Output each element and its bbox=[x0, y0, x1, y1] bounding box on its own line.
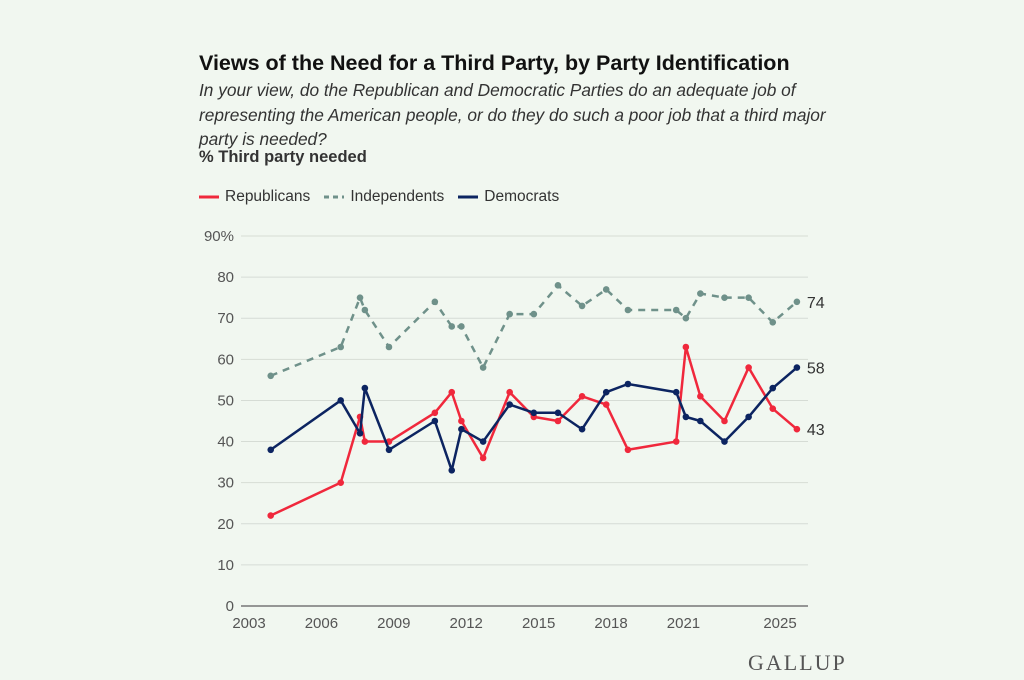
data-point-independents bbox=[602, 286, 610, 293]
legend-item-independents: Independents bbox=[324, 188, 444, 206]
end-label-republicans: 43 bbox=[807, 422, 825, 439]
legend-label: Republicans bbox=[225, 188, 311, 205]
data-point-democrats bbox=[431, 417, 439, 425]
data-point-democrats bbox=[624, 380, 632, 388]
data-point-democrats bbox=[267, 446, 275, 454]
data-point-republicans bbox=[506, 388, 513, 396]
data-point-democrats bbox=[479, 438, 487, 445]
y-tick-label: 70 bbox=[217, 310, 234, 327]
data-point-independents bbox=[458, 323, 465, 330]
legend-item-republicans: Republicans bbox=[199, 188, 310, 206]
data-point-independents bbox=[682, 314, 690, 322]
data-point-democrats bbox=[793, 364, 801, 371]
end-label-democrats: 58 bbox=[807, 361, 825, 378]
y-tick-label: 90% bbox=[204, 228, 234, 245]
x-tick-label: 2006 bbox=[305, 615, 338, 632]
data-point-republicans bbox=[769, 405, 777, 412]
data-point-republicans bbox=[721, 417, 728, 425]
data-point-republicans bbox=[554, 417, 562, 425]
data-point-independents bbox=[356, 294, 364, 301]
y-axis-label: % Third party needed bbox=[199, 148, 367, 166]
data-point-democrats bbox=[554, 409, 562, 417]
data-point-independents bbox=[385, 343, 393, 351]
legend: Republicans Independents Democrats bbox=[199, 188, 559, 206]
x-tick-label: 2025 bbox=[763, 615, 796, 632]
data-point-democrats bbox=[356, 430, 364, 437]
x-tick-label: 2021 bbox=[667, 615, 700, 632]
data-point-independents bbox=[793, 298, 801, 306]
data-point-republicans bbox=[602, 401, 610, 408]
y-tick-label: 60 bbox=[217, 351, 234, 368]
data-point-democrats bbox=[385, 446, 393, 454]
data-point-independents bbox=[431, 298, 439, 306]
data-point-democrats bbox=[448, 467, 456, 474]
data-point-democrats bbox=[602, 388, 610, 396]
data-point-republicans bbox=[431, 409, 439, 417]
data-point-republicans bbox=[672, 438, 680, 445]
data-point-independents bbox=[697, 290, 704, 297]
y-tick-label: 20 bbox=[217, 516, 234, 533]
data-point-democrats bbox=[530, 409, 538, 417]
x-tick-label: 2009 bbox=[377, 615, 410, 632]
data-point-republicans bbox=[745, 364, 752, 371]
y-tick-label: 0 bbox=[226, 598, 234, 615]
data-point-independents bbox=[530, 310, 538, 318]
legend-label: Independents bbox=[350, 188, 445, 205]
data-point-democrats bbox=[506, 401, 513, 408]
data-point-republicans bbox=[448, 388, 456, 396]
x-tick-label: 2012 bbox=[450, 615, 483, 632]
data-point-democrats bbox=[697, 417, 704, 425]
legend-label: Democrats bbox=[484, 188, 560, 205]
data-point-republicans bbox=[361, 438, 369, 445]
chart-title: Views of the Need for a Third Party, by … bbox=[199, 51, 790, 75]
x-tick-label: 2018 bbox=[594, 615, 627, 632]
y-tick-label: 80 bbox=[217, 269, 234, 286]
data-point-independents bbox=[267, 372, 275, 380]
data-point-independents bbox=[769, 319, 777, 326]
data-point-republicans bbox=[267, 512, 275, 519]
legend-item-democrats: Democrats bbox=[458, 188, 559, 206]
data-point-democrats bbox=[361, 384, 369, 392]
data-point-independents bbox=[624, 306, 632, 314]
data-point-republicans bbox=[337, 479, 345, 486]
x-tick-label: 2003 bbox=[232, 615, 265, 632]
data-point-independents bbox=[721, 294, 728, 301]
series-line-republicans bbox=[270, 345, 798, 517]
data-point-democrats bbox=[337, 397, 345, 404]
data-point-republicans bbox=[793, 425, 801, 433]
data-point-republicans bbox=[479, 454, 487, 462]
data-point-democrats bbox=[672, 388, 680, 396]
data-point-democrats bbox=[578, 425, 586, 433]
data-point-democrats bbox=[745, 413, 752, 421]
gallup-logo: GALLUP bbox=[748, 650, 847, 675]
x-tick-label: 2015 bbox=[522, 615, 555, 632]
data-point-independents bbox=[578, 302, 586, 310]
data-point-independents bbox=[448, 323, 456, 330]
data-point-independents bbox=[361, 306, 369, 314]
y-tick-label: 10 bbox=[217, 557, 234, 574]
series-line-democrats bbox=[270, 366, 798, 472]
data-point-independents bbox=[745, 294, 752, 301]
data-point-independents bbox=[506, 310, 513, 318]
data-point-independents bbox=[554, 282, 562, 289]
data-point-republicans bbox=[458, 417, 465, 425]
data-point-democrats bbox=[769, 384, 777, 392]
data-point-democrats bbox=[721, 438, 728, 445]
data-point-republicans bbox=[697, 393, 704, 400]
data-point-democrats bbox=[682, 413, 690, 421]
chart-subtitle: In your view, do the Republican and Demo… bbox=[199, 80, 826, 149]
data-point-republicans bbox=[578, 393, 586, 400]
data-point-republicans bbox=[682, 343, 690, 351]
data-point-independents bbox=[672, 306, 680, 314]
data-point-democrats bbox=[458, 425, 465, 433]
series-line-independents bbox=[270, 284, 798, 377]
y-tick-label: 30 bbox=[217, 475, 234, 492]
data-point-independents bbox=[337, 343, 345, 351]
y-tick-label: 50 bbox=[217, 392, 234, 409]
data-point-republicans bbox=[624, 446, 632, 454]
y-tick-label: 40 bbox=[217, 434, 234, 451]
data-point-independents bbox=[479, 364, 487, 371]
end-label-independents: 74 bbox=[807, 295, 825, 312]
